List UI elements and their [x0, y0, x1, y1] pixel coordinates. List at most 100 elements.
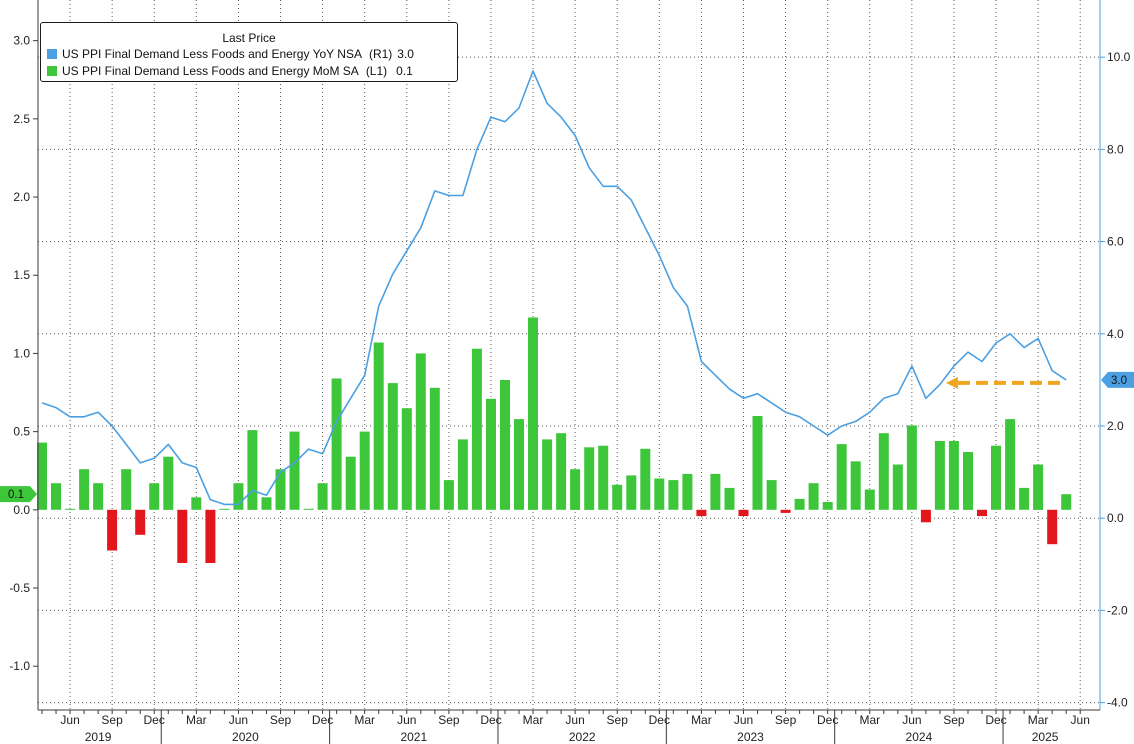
legend: Last Price US PPI Final Demand Less Food…: [40, 22, 458, 82]
bar: [135, 509, 146, 535]
bar: [37, 442, 47, 510]
bar: [934, 441, 945, 510]
x-tick-label: Jun: [734, 713, 753, 727]
left-tick-label: -1.0: [9, 659, 30, 673]
x-tick-label: Dec: [144, 713, 165, 727]
legend-last-value: 3.0: [397, 47, 414, 61]
bar: [79, 469, 90, 510]
x-year-label: 2022: [569, 730, 596, 744]
x-tick-label: Sep: [607, 713, 629, 727]
bar: [570, 469, 581, 510]
bar: [1019, 487, 1030, 510]
x-tick-label: Jun: [902, 713, 921, 727]
bar: [149, 483, 160, 510]
bar: [682, 473, 693, 510]
last-value-flag-right: [1101, 371, 1134, 388]
left-tick-label: 1.0: [13, 346, 30, 360]
bar: [977, 509, 987, 517]
legend-swatch-yoy: [47, 49, 57, 59]
x-year-label: 2025: [1032, 730, 1059, 744]
x-tick-label: Jun: [397, 713, 416, 727]
left-tick-label: 3.0: [13, 34, 30, 48]
bar: [668, 480, 679, 510]
x-tick-label: Mar: [691, 713, 712, 727]
left-tick-label: 2.5: [13, 112, 30, 126]
bar: [850, 461, 861, 510]
left-tick-label: -0.5: [9, 581, 30, 595]
bar: [373, 342, 384, 510]
x-year-label: 2023: [737, 730, 764, 744]
x-tick-label: Sep: [270, 713, 292, 727]
bar: [177, 509, 188, 563]
bar: [303, 508, 314, 510]
bar: [626, 475, 637, 510]
bar: [1005, 419, 1016, 510]
bar: [191, 497, 202, 510]
legend-series-name: US PPI Final Demand Less Foods and Energ…: [62, 47, 362, 61]
x-year-label: 2019: [85, 730, 112, 744]
left-tick-label: 2.0: [13, 190, 30, 204]
x-year-label: 2021: [400, 730, 427, 744]
bar: [878, 433, 889, 510]
bar: [163, 456, 174, 510]
legend-title: Last Price: [222, 31, 276, 45]
left-tick-label: 0.0: [13, 503, 30, 517]
annotation-arrow-head: [945, 376, 958, 389]
series-line: [41, 70, 1067, 506]
bar: [65, 508, 76, 510]
bar: [836, 444, 847, 510]
bar: [514, 419, 524, 510]
right-tick-label: 8.0: [1107, 142, 1124, 156]
bar: [948, 441, 959, 510]
legend-item-mom: US PPI Final Demand Less Foods and Energ…: [47, 63, 413, 79]
bar: [121, 469, 132, 510]
bar: [331, 378, 342, 510]
bar: [766, 480, 777, 510]
x-tick-label: Mar: [523, 713, 544, 727]
bar: [107, 509, 118, 551]
bar: [963, 452, 973, 510]
legend-axis-label: (R1): [368, 47, 393, 61]
bar: [387, 383, 398, 510]
right-tick-label: -2.0: [1107, 603, 1128, 617]
legend-item-yoy: US PPI Final Demand Less Foods and Energ…: [47, 46, 414, 62]
bar: [93, 483, 104, 510]
bar: [233, 483, 244, 510]
legend-swatch-mom: [47, 66, 57, 76]
x-tick-label: Mar: [1028, 713, 1049, 727]
bar: [598, 445, 609, 510]
right-tick-label: 6.0: [1107, 235, 1124, 249]
bar: [640, 448, 651, 510]
x-tick-label: Dec: [817, 713, 838, 727]
right-tick-label: 4.0: [1107, 327, 1124, 341]
bar: [906, 425, 917, 510]
x-tick-label: Mar: [186, 713, 207, 727]
last-value-flag-left-label: 0.1: [8, 489, 24, 501]
last-value-flag-right-label: 3.0: [1111, 375, 1127, 387]
bar: [556, 433, 567, 510]
x-tick-label: Jun: [1071, 713, 1090, 727]
bar: [1061, 494, 1072, 510]
bar: [51, 483, 61, 510]
bar: [500, 380, 510, 510]
left-tick-label: 0.5: [13, 425, 30, 439]
x-year-label: 2024: [906, 730, 933, 744]
bar: [612, 484, 623, 510]
bar: [808, 483, 819, 510]
bar: [261, 497, 272, 510]
last-value-flag-left: [0, 486, 37, 503]
bar: [219, 508, 230, 510]
bar: [443, 480, 454, 510]
bar: [528, 317, 538, 510]
x-tick-label: Jun: [229, 713, 248, 727]
left-tick-label: 1.5: [13, 268, 30, 282]
bar: [415, 353, 426, 510]
bar: [710, 473, 721, 510]
bar: [724, 487, 735, 510]
right-tick-label: 10.0: [1107, 50, 1131, 64]
bar: [794, 498, 805, 510]
x-tick-label: Mar: [859, 713, 880, 727]
bar: [696, 509, 707, 517]
bar: [289, 431, 300, 510]
